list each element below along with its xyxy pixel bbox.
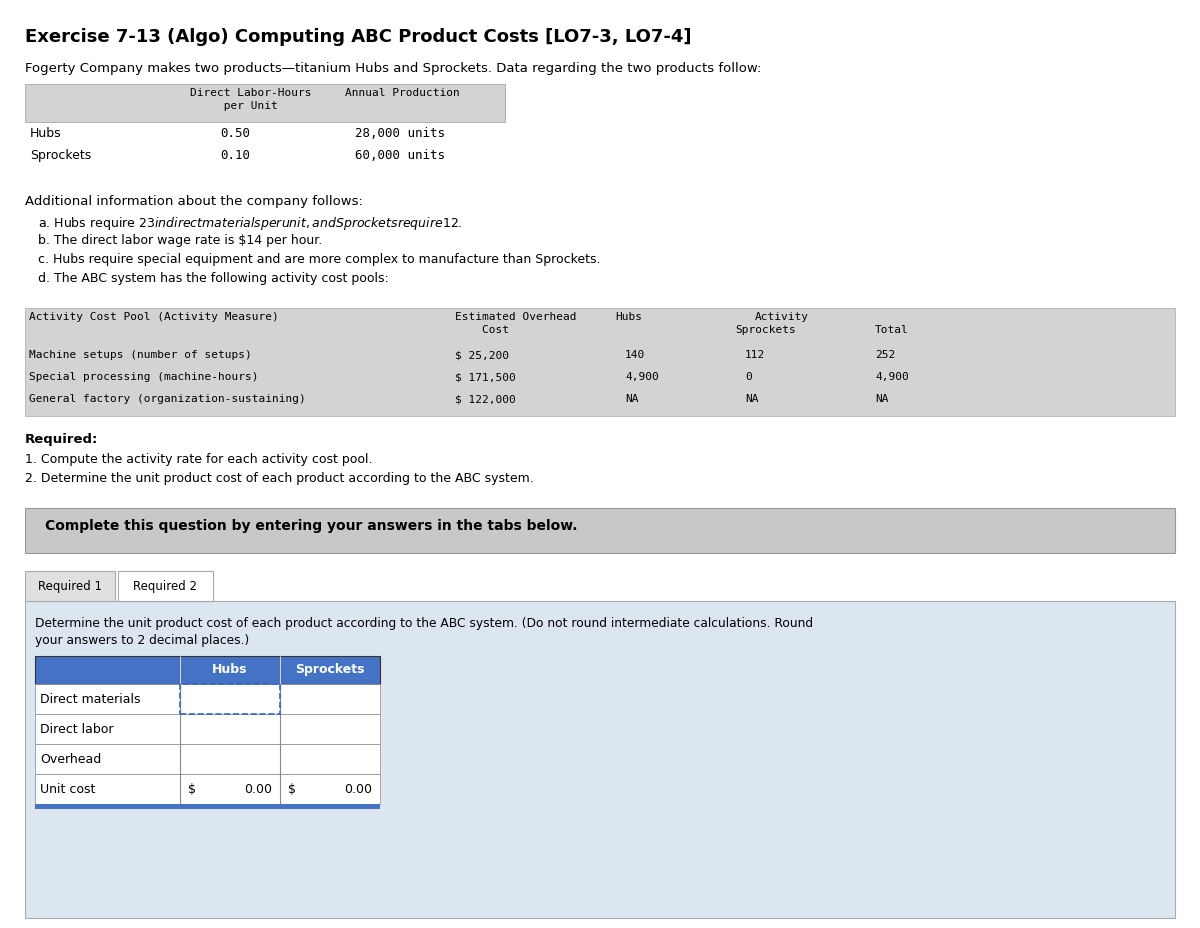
Text: Overhead: Overhead <box>40 753 101 766</box>
Text: Estimated Overhead: Estimated Overhead <box>455 312 576 322</box>
Text: per Unit: per Unit <box>190 101 277 110</box>
Text: Cost: Cost <box>455 325 509 335</box>
Text: Hubs: Hubs <box>212 663 247 676</box>
Text: Sprockets: Sprockets <box>295 663 365 676</box>
Bar <box>25 572 115 601</box>
Bar <box>35 656 380 684</box>
Text: $ 122,000: $ 122,000 <box>455 393 516 404</box>
Text: 0.00: 0.00 <box>244 782 272 795</box>
Text: $ 25,200: $ 25,200 <box>455 350 509 360</box>
Text: Required 1: Required 1 <box>38 579 102 592</box>
Text: 0.50: 0.50 <box>220 127 250 140</box>
Bar <box>118 572 214 601</box>
Text: General factory (organization-sustaining): General factory (organization-sustaining… <box>29 393 306 404</box>
Text: 1. Compute the activity rate for each activity cost pool.: 1. Compute the activity rate for each ac… <box>25 453 372 466</box>
Text: Required:: Required: <box>25 432 98 445</box>
Text: NA: NA <box>875 393 888 404</box>
Text: 140: 140 <box>625 350 646 360</box>
Bar <box>35 715 380 744</box>
Text: Activity: Activity <box>755 312 809 322</box>
Text: Machine setups (number of setups): Machine setups (number of setups) <box>29 350 252 360</box>
Text: Hubs: Hubs <box>616 312 642 322</box>
Text: Unit cost: Unit cost <box>40 782 95 795</box>
Text: Sprockets: Sprockets <box>30 148 91 161</box>
Text: $: $ <box>288 782 296 795</box>
Text: Additional information about the company follows:: Additional information about the company… <box>25 195 362 208</box>
Text: NA: NA <box>625 393 638 404</box>
Text: d. The ABC system has the following activity cost pools:: d. The ABC system has the following acti… <box>38 272 389 285</box>
Text: Activity Cost Pool (Activity Measure): Activity Cost Pool (Activity Measure) <box>29 312 278 322</box>
Text: a. Hubs require $23 in direct materials per unit, and Sprockets require $12.: a. Hubs require $23 in direct materials … <box>38 214 463 232</box>
Text: Special processing (machine-hours): Special processing (machine-hours) <box>29 371 258 381</box>
Text: 252: 252 <box>875 350 895 360</box>
Bar <box>25 509 1175 553</box>
Text: 0.00: 0.00 <box>344 782 372 795</box>
Bar <box>35 684 380 715</box>
Bar <box>25 84 505 122</box>
Text: Sprockets: Sprockets <box>734 325 796 335</box>
Text: 0.10: 0.10 <box>220 148 250 161</box>
Text: 2. Determine the unit product cost of each product according to the ABC system.: 2. Determine the unit product cost of ea… <box>25 471 534 484</box>
Text: $: $ <box>188 782 196 795</box>
Bar <box>180 684 280 715</box>
Text: Direct Labor-Hours: Direct Labor-Hours <box>190 88 312 97</box>
Text: your answers to 2 decimal places.): your answers to 2 decimal places.) <box>35 633 250 646</box>
Text: c. Hubs require special equipment and are more complex to manufacture than Sproc: c. Hubs require special equipment and ar… <box>38 252 600 265</box>
Bar <box>25 309 1175 417</box>
Text: Fogerty Company makes two products—titanium Hubs and Sprockets. Data regarding t: Fogerty Company makes two products—titan… <box>25 62 761 75</box>
Text: b. The direct labor wage rate is $14 per hour.: b. The direct labor wage rate is $14 per… <box>38 234 323 247</box>
Text: 112: 112 <box>745 350 766 360</box>
Text: Determine the unit product cost of each product according to the ABC system. (Do: Determine the unit product cost of each … <box>35 616 814 629</box>
Text: 4,900: 4,900 <box>875 371 908 381</box>
Text: Complete this question by entering your answers in the tabs below.: Complete this question by entering your … <box>46 519 577 533</box>
Text: NA: NA <box>745 393 758 404</box>
Text: Hubs: Hubs <box>30 127 61 140</box>
Text: 4,900: 4,900 <box>625 371 659 381</box>
Bar <box>25 601 1175 918</box>
Text: Exercise 7-13 (Algo) Computing ABC Product Costs [LO7-3, LO7-4]: Exercise 7-13 (Algo) Computing ABC Produ… <box>25 28 691 46</box>
Text: $ 171,500: $ 171,500 <box>455 371 516 381</box>
Text: Annual Production: Annual Production <box>346 88 460 97</box>
Text: Direct labor: Direct labor <box>40 722 114 735</box>
Text: Total: Total <box>875 325 908 335</box>
Text: Direct materials: Direct materials <box>40 692 140 705</box>
Text: 60,000 units: 60,000 units <box>355 148 445 161</box>
Text: 0: 0 <box>745 371 751 381</box>
Text: Required 2: Required 2 <box>133 579 197 592</box>
Text: 28,000 units: 28,000 units <box>355 127 445 140</box>
Bar <box>35 744 380 774</box>
Bar <box>35 805 380 809</box>
Bar <box>35 774 380 805</box>
